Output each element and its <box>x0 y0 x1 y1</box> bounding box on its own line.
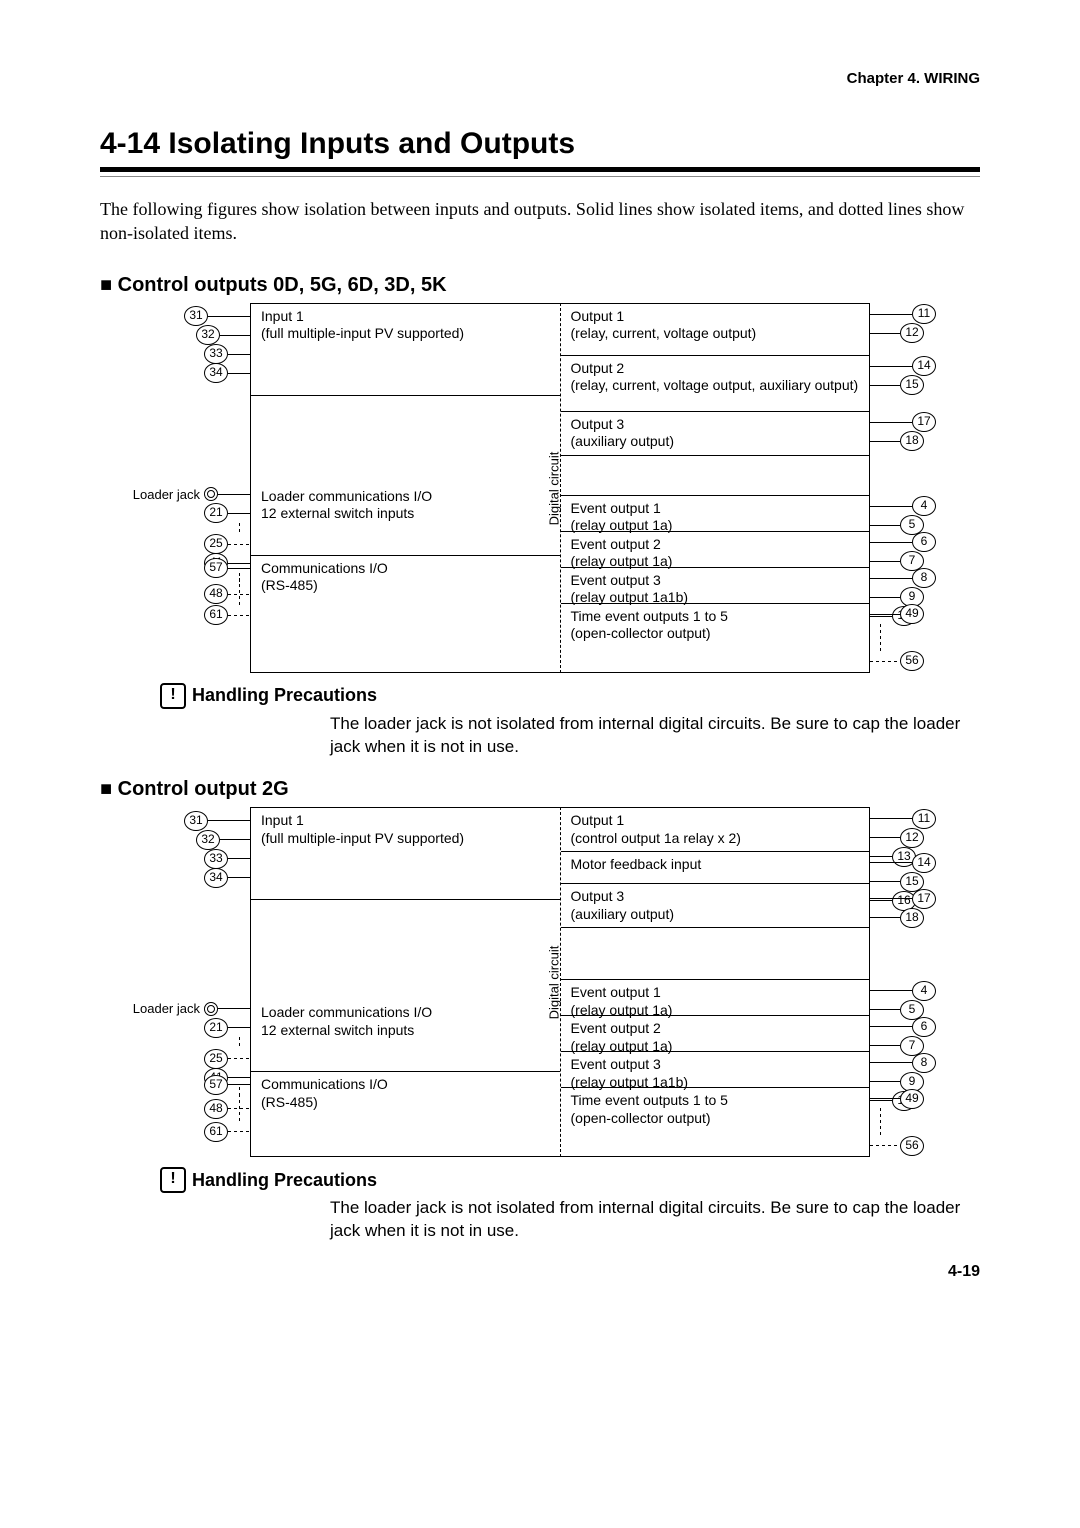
loader-jack-label: Loader jack <box>129 1001 204 1016</box>
section-title: 4-14 Isolating Inputs and Outputs <box>100 127 980 161</box>
terminal-pin: 6 <box>912 1017 936 1037</box>
cell-label: Communications I/O (RS-485) <box>261 1076 388 1111</box>
terminal-pin: 49 <box>900 604 924 624</box>
cell-label: Motor feedback input <box>571 856 702 874</box>
cell-label: Output 1 (relay, current, voltage output… <box>571 308 757 343</box>
cell-label: Time event outputs 1 to 5 (open-collecto… <box>571 1092 728 1127</box>
terminal-pin: 32 <box>196 830 220 850</box>
terminal-pin: 25 <box>204 1049 228 1069</box>
terminal-pin: 4 <box>912 496 936 516</box>
cell-label: Time event outputs 1 to 5 (open-collecto… <box>571 608 728 643</box>
terminal-pin: 61 <box>204 1122 228 1142</box>
precaution-head-2: ! Handling Precautions <box>160 1167 980 1193</box>
cell-label: Event output 3 (relay output 1a1b) <box>571 1056 689 1091</box>
terminal-pin: 31 <box>184 811 208 831</box>
terminal-pin: 12 <box>900 323 924 343</box>
isolation-diagram-2: Input 1 (full multiple-input PV supporte… <box>250 807 870 1157</box>
precaution-head-1: ! Handling Precautions <box>160 683 980 709</box>
page-footer: 4-19 <box>100 1263 980 1281</box>
terminal-pin: 56 <box>900 651 924 671</box>
chapter-label: Chapter 4. WIRING <box>100 70 980 87</box>
terminal-pin: 33 <box>204 344 228 364</box>
terminal-pin: 34 <box>204 363 228 383</box>
terminal-pin: 33 <box>204 849 228 869</box>
terminal-pin: 4 <box>912 981 936 1001</box>
cell-label: Loader communications I/O 12 external sw… <box>261 1004 432 1067</box>
terminal-pin: 14 <box>912 853 936 873</box>
precaution-body-1: The loader jack is not isolated from int… <box>330 713 980 759</box>
section-rule <box>100 167 980 177</box>
terminal-pin: 57 <box>204 1075 228 1095</box>
terminal-pin: 6 <box>912 532 936 552</box>
cell-label: Event output 1 (relay output 1a) <box>571 984 673 1019</box>
terminal-pin: 17 <box>912 412 936 432</box>
square-icon: ■ <box>100 778 118 800</box>
cell-label: Output 2 (relay, current, voltage output… <box>571 360 859 395</box>
terminal-pin: 57 <box>204 558 228 578</box>
cell-label: Output 3 (auxiliary output) <box>571 416 675 451</box>
cell-label: Input 1 (full multiple-input PV supporte… <box>261 812 464 847</box>
cell-label: Event output 3 (relay output 1a1b) <box>571 572 689 607</box>
cell-label: Output 3 (auxiliary output) <box>571 888 675 923</box>
warning-icon: ! <box>160 1167 186 1193</box>
terminal-pin: 8 <box>912 1053 936 1073</box>
cell-label: Event output 1 (relay output 1a) <box>571 500 673 535</box>
loader-jack-icon <box>204 487 218 501</box>
terminal-pin: 21 <box>204 1018 228 1038</box>
terminal-pin: 31 <box>184 306 208 326</box>
square-icon: ■ <box>100 274 118 296</box>
terminal-pin: 18 <box>900 431 924 451</box>
terminal-pin: 12 <box>900 828 924 848</box>
terminal-pin: 32 <box>196 325 220 345</box>
terminal-pin: 17 <box>912 889 936 909</box>
cell-label: Communications I/O (RS-485) <box>261 560 388 595</box>
terminal-pin: 25 <box>204 534 228 554</box>
terminal-pin: 18 <box>900 908 924 928</box>
cell-label: Event output 2 (relay output 1a) <box>571 536 673 571</box>
loader-jack-label: Loader jack <box>129 487 204 502</box>
loader-jack-icon <box>204 1002 218 1016</box>
cell-label: Output 1 (control output 1a relay x 2) <box>571 812 741 847</box>
terminal-pin: 21 <box>204 503 228 523</box>
terminal-pin: 8 <box>912 568 936 588</box>
terminal-pin: 15 <box>900 375 924 395</box>
intro-text: The following figures show isolation bet… <box>100 197 980 246</box>
terminal-pin: 49 <box>900 1089 924 1109</box>
cell-label: Loader communications I/O 12 external sw… <box>261 488 432 551</box>
cell-label: Input 1 (full multiple-input PV supporte… <box>261 308 464 343</box>
isolation-diagram-1: Input 1 (full multiple-input PV supporte… <box>250 303 870 673</box>
digital-circuit-label: Digital circuit <box>546 451 561 525</box>
terminal-pin: 11 <box>912 304 936 324</box>
terminal-pin: 11 <box>912 809 936 829</box>
cell-label: Event output 2 (relay output 1a) <box>571 1020 673 1055</box>
warning-icon: ! <box>160 683 186 709</box>
terminal-pin: 14 <box>912 356 936 376</box>
precaution-body-2: The loader jack is not isolated from int… <box>330 1197 980 1243</box>
terminal-pin: 61 <box>204 605 228 625</box>
terminal-pin: 34 <box>204 868 228 888</box>
subhead-2: ■ Control output 2G <box>100 778 980 801</box>
subhead-1: ■ Control outputs 0D, 5G, 6D, 3D, 5K <box>100 274 980 297</box>
terminal-pin: 56 <box>900 1136 924 1156</box>
digital-circuit-label: Digital circuit <box>546 946 561 1020</box>
